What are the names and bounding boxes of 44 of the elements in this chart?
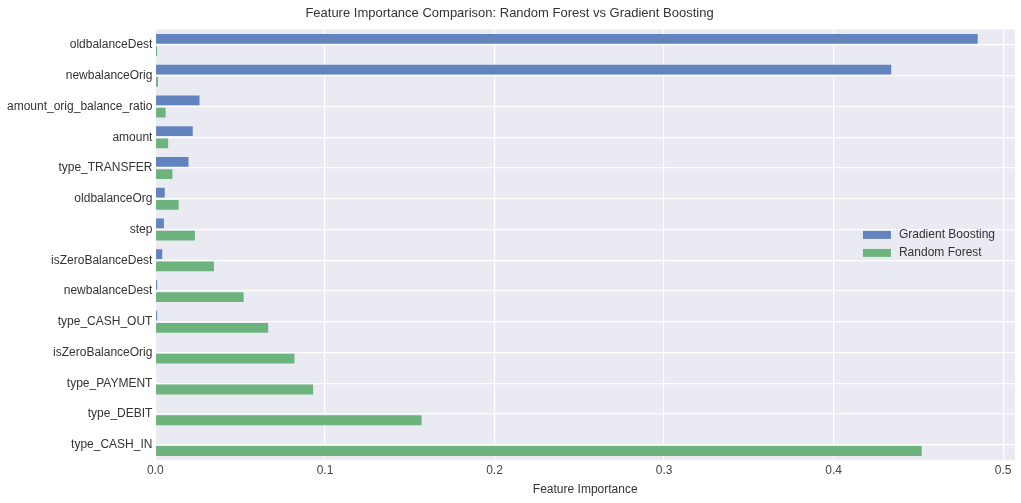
bar (156, 138, 169, 149)
y-tick-label: type_DEBIT (87, 406, 154, 421)
bar (156, 156, 189, 167)
y-tick-label: step (129, 221, 153, 236)
y-tick-label: amount (112, 129, 154, 144)
bar (156, 353, 295, 364)
bar (156, 169, 173, 180)
x-tick-label: 0.5 (994, 462, 1012, 477)
x-tick-label: 0.0 (147, 462, 165, 477)
bar (156, 107, 166, 118)
bar (156, 446, 922, 456)
y-tick-label: oldbalanceDest (69, 37, 154, 52)
chart-title: Feature Importance Comparison: Random Forest vs Gradient Boosting (305, 5, 714, 21)
bar (156, 261, 214, 272)
bar (156, 64, 892, 75)
y-tick-label: amount_orig_balance_ratio (7, 98, 153, 113)
y-tick-label: type_TRANSFER (58, 160, 153, 175)
bar (156, 415, 422, 426)
y-tick-label: oldbalanceOrg (74, 191, 153, 206)
y-tick-label: type_CASH_OUT (57, 314, 154, 329)
bar (156, 33, 978, 44)
y-tick-label: isZeroBalanceDest (51, 252, 154, 267)
bar (156, 230, 195, 241)
x-tick-label: 0.3 (655, 462, 673, 477)
x-tick-label: 0.2 (486, 462, 504, 477)
bar (156, 218, 164, 229)
x-axis-title: Feature Importance (532, 482, 638, 497)
y-tick-label: type_CASH_IN (71, 437, 153, 452)
x-tick-label: 0.4 (825, 462, 843, 477)
y-tick-label: type_PAYMENT (66, 375, 154, 390)
bar (156, 292, 244, 303)
bar (156, 384, 314, 395)
y-tick-label: newbalanceOrig (65, 68, 153, 83)
legend-label: Random Forest (898, 245, 983, 260)
bar (156, 187, 165, 198)
bar (156, 126, 193, 137)
bar (156, 323, 269, 333)
legend-label: Gradient Boosting (898, 227, 995, 242)
bar (156, 249, 163, 260)
bar (156, 95, 200, 106)
y-tick-label: isZeroBalanceOrig (53, 344, 153, 359)
bar (156, 200, 179, 210)
y-tick-label: newbalanceDest (63, 283, 154, 298)
x-tick-label: 0.1 (316, 462, 334, 477)
